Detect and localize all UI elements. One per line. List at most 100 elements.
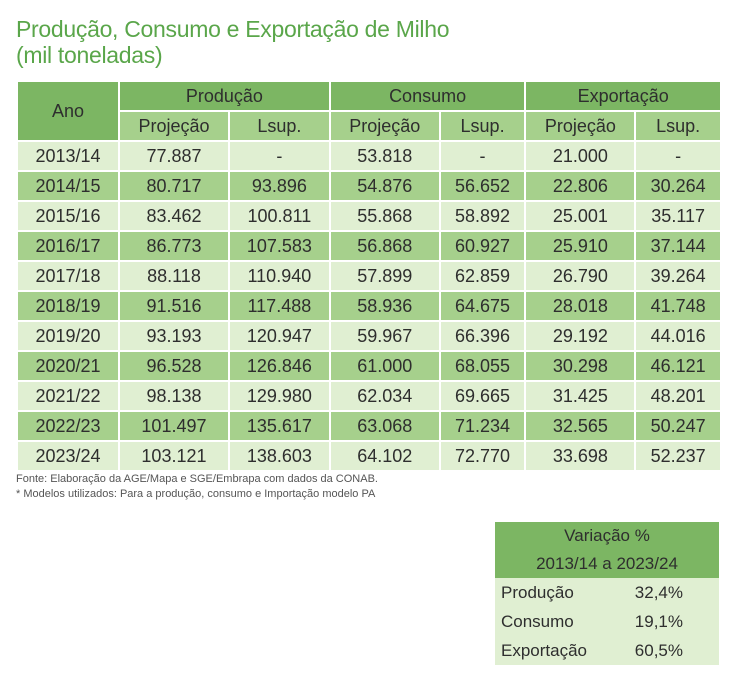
value-cell: 72.770 (440, 442, 525, 472)
value-cell: 21.000 (526, 142, 635, 172)
table-row: 2013/14 77.887-53.818-21.000- (18, 142, 720, 172)
year-cell: 2018/19 (18, 292, 118, 322)
value-cell: 56.868 (330, 232, 439, 262)
table-row: 2015/16 83.462 100.811 55.868 58.892 25.001 35… (18, 202, 720, 232)
value-cell: 32.565 (526, 412, 635, 442)
variation-header-row: Variação % (495, 522, 719, 550)
year-cell: 2017/18 (18, 262, 118, 292)
subheader-cell: Projeção (120, 112, 228, 142)
value-cell: 52.237 (636, 442, 720, 472)
value-cell: 58.892 (440, 202, 525, 232)
value-cell: 83.462 (120, 202, 228, 232)
value-cell: 69.665 (440, 382, 525, 412)
subheader-cell: Lsup. (440, 112, 525, 142)
year-cell: 2023/24 (18, 442, 118, 472)
variation-row: Exportação 60,5% (495, 636, 719, 665)
value-cell: - (440, 142, 525, 172)
value-cell: 64.102 (330, 442, 439, 472)
value-cell: 129.980 (229, 382, 329, 412)
variation-row: Consumo 19,1% (495, 607, 719, 636)
value-cell: 60.927 (440, 232, 525, 262)
value-cell: 91.516 (120, 292, 228, 322)
value-cell: 107.583 (229, 232, 329, 262)
value-cell: 30.298 (526, 352, 635, 382)
variation-label: Consumo (495, 607, 612, 636)
value-cell: 98.138 (120, 382, 228, 412)
value-cell: 93.193 (120, 322, 228, 352)
year-cell: 2013/14 (18, 142, 118, 172)
year-cell: 2021/22 (18, 382, 118, 412)
variation-header-period: 2013/14 a 2023/24 (495, 550, 719, 578)
value-cell: 37.144 (636, 232, 720, 262)
table-row: 2018/19 91.516 117.488 58.936 64.675 28.018 41… (18, 292, 720, 322)
footnotes: Fonte: Elaboração da AGE/Mapa e SGE/Embr… (16, 472, 378, 502)
variation-row: Produção 32,4% (495, 578, 719, 607)
year-cell: 2016/17 (18, 232, 118, 262)
value-cell: 53.818 (330, 142, 439, 172)
value-cell: 33.698 (526, 442, 635, 472)
value-cell: 35.117 (636, 202, 720, 232)
variation-value: 32,4% (611, 578, 719, 607)
value-cell: 61.000 (330, 352, 439, 382)
value-cell: 29.192 (526, 322, 635, 352)
value-cell: 44.016 (636, 322, 720, 352)
value-cell: 22.806 (526, 172, 635, 202)
variation-header-title: Variação % (495, 522, 719, 550)
subheader-cell: Lsup. (636, 112, 720, 142)
value-cell: 96.528 (120, 352, 228, 382)
group-header-producao: Produção (120, 82, 329, 112)
value-cell: 46.121 (636, 352, 720, 382)
value-cell: 25.910 (526, 232, 635, 262)
table-row: 2023/24 103.121 138.603 64.102 72.770 33.698 5… (18, 442, 720, 472)
value-cell: 25.001 (526, 202, 635, 232)
title-subtitle: (mil toneladas) (16, 42, 163, 68)
value-cell: 26.790 (526, 262, 635, 292)
value-cell: 64.675 (440, 292, 525, 322)
year-cell: 2019/20 (18, 322, 118, 352)
corn-data-table: Ano Produção Consumo Exportação Projeção… (16, 82, 722, 472)
value-cell: 58.936 (330, 292, 439, 322)
variation-period-row: 2013/14 a 2023/24 (495, 550, 719, 578)
variation-label: Exportação (495, 636, 612, 665)
value-cell: 66.396 (440, 322, 525, 352)
value-cell: 100.811 (229, 202, 329, 232)
table-group-header-row: Ano Produção Consumo Exportação (18, 82, 720, 142)
variation-value: 60,5% (611, 636, 719, 665)
value-cell: 88.118 (120, 262, 228, 292)
value-cell: 103.121 (120, 442, 228, 472)
subheader-cell: Projeção (330, 112, 439, 142)
value-cell: 63.068 (330, 412, 439, 442)
year-cell: 2015/16 (18, 202, 118, 232)
page-title: Produção, Consumo e Exportação de Milho … (16, 16, 450, 68)
subheader-cell: Projeção (526, 112, 635, 142)
value-cell: 41.748 (636, 292, 720, 322)
value-cell: 86.773 (120, 232, 228, 262)
col-header-ano: Ano (18, 82, 118, 142)
table-row: 2021/22 98.138 129.980 62.034 69.665 31.425 48… (18, 382, 720, 412)
table-row: 2022/23 101.497 135.617 63.068 71.234 32.565 5… (18, 412, 720, 442)
value-cell: 93.896 (229, 172, 329, 202)
value-cell: 126.846 (229, 352, 329, 382)
value-cell: 28.018 (526, 292, 635, 322)
value-cell: 54.876 (330, 172, 439, 202)
table-row: 2017/18 88.118 110.940 57.899 62.859 26.790 39… (18, 262, 720, 292)
value-cell: 135.617 (229, 412, 329, 442)
models-note: * Modelos utilizados: Para a produção, c… (16, 488, 376, 500)
value-cell: 62.034 (330, 382, 439, 412)
variation-value: 19,1% (611, 607, 719, 636)
variation-label: Produção (495, 578, 612, 607)
title-main: Produção, Consumo e Exportação de Milho (16, 16, 450, 42)
group-header-exportacao: Exportação (526, 82, 720, 112)
value-cell: 77.887 (120, 142, 228, 172)
table-row: 2014/15 80.717 93.896 54.876 56.652 22.806 30.… (18, 172, 720, 202)
value-cell: 71.234 (440, 412, 525, 442)
value-cell: 101.497 (120, 412, 228, 442)
variation-table: Variação % 2013/14 a 2023/24 Produção 32… (495, 522, 719, 665)
year-cell: 2014/15 (18, 172, 118, 202)
value-cell: 120.947 (229, 322, 329, 352)
value-cell: 68.055 (440, 352, 525, 382)
subheader-cell: Lsup. (229, 112, 329, 142)
value-cell: - (229, 142, 329, 172)
value-cell: 31.425 (526, 382, 635, 412)
source-note: Fonte: Elaboração da AGE/Mapa e SGE/Embr… (16, 473, 378, 485)
